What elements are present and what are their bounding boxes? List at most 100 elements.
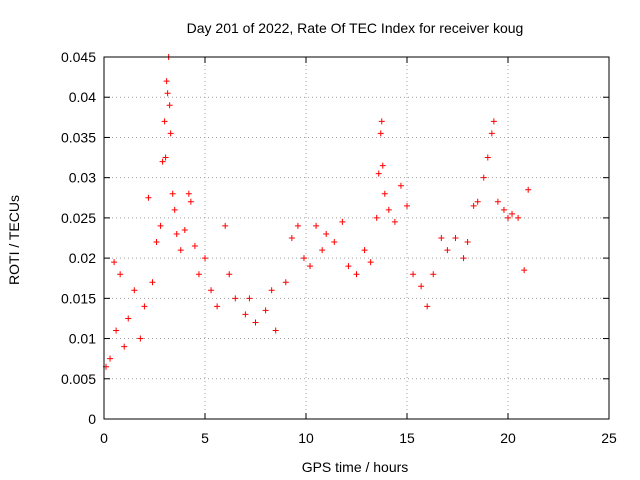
data-point bbox=[145, 194, 152, 201]
data-point bbox=[378, 118, 385, 125]
data-point bbox=[252, 319, 259, 326]
x-tick-label: 5 bbox=[201, 430, 209, 446]
data-point bbox=[268, 287, 275, 294]
data-point bbox=[404, 202, 410, 209]
data-point bbox=[208, 287, 215, 294]
data-point bbox=[484, 154, 491, 161]
data-point bbox=[157, 222, 164, 229]
data-point bbox=[195, 271, 202, 278]
data-point bbox=[288, 235, 295, 241]
data-point bbox=[385, 206, 392, 213]
data-point bbox=[262, 307, 269, 314]
y-tick-label: 0.035 bbox=[61, 129, 96, 145]
data-point bbox=[107, 355, 114, 362]
x-tick-label: 0 bbox=[100, 430, 108, 446]
x-tick-label: 10 bbox=[298, 430, 314, 446]
chart-title: Day 201 of 2022, Rate Of TEC Index for r… bbox=[187, 20, 524, 36]
data-point bbox=[424, 303, 431, 310]
data-point bbox=[161, 118, 168, 125]
data-point bbox=[294, 222, 301, 229]
data-point bbox=[377, 130, 384, 137]
data-point bbox=[452, 235, 459, 241]
data-point bbox=[494, 198, 501, 205]
data-point bbox=[515, 214, 522, 221]
y-tick-label: 0.04 bbox=[69, 89, 96, 105]
data-point bbox=[470, 202, 477, 209]
x-tick-label: 25 bbox=[601, 430, 617, 446]
data-point bbox=[169, 190, 176, 197]
axis-ticks bbox=[103, 56, 610, 420]
data-point bbox=[307, 263, 314, 270]
data-point bbox=[191, 243, 198, 250]
data-point bbox=[438, 235, 445, 241]
data-point bbox=[171, 206, 178, 213]
data-point bbox=[173, 230, 180, 237]
data-point bbox=[353, 271, 360, 278]
data-point bbox=[488, 130, 495, 137]
data-point bbox=[214, 303, 221, 310]
data-point bbox=[272, 327, 279, 334]
data-point bbox=[418, 283, 425, 290]
data-point bbox=[313, 222, 320, 229]
y-tick-label: 0.045 bbox=[61, 49, 96, 65]
data-point bbox=[361, 247, 368, 254]
data-point bbox=[444, 247, 451, 254]
data-point bbox=[202, 255, 208, 262]
y-tick-label: 0.005 bbox=[61, 371, 96, 387]
data-point bbox=[490, 118, 497, 125]
data-point bbox=[460, 255, 467, 262]
x-axis-label: GPS time / hours bbox=[302, 459, 409, 475]
y-tick-label: 0.025 bbox=[61, 210, 96, 226]
y-tick-label: 0.01 bbox=[69, 331, 96, 347]
data-point bbox=[500, 206, 507, 213]
data-point bbox=[397, 182, 404, 189]
data-point bbox=[166, 102, 173, 109]
data-point bbox=[391, 218, 398, 225]
data-point bbox=[339, 218, 346, 225]
data-point bbox=[367, 259, 374, 266]
data-points bbox=[103, 54, 532, 370]
data-point bbox=[464, 239, 471, 246]
tick-labels: 0 0.005 0.01 0.015 0.02 0.025 0.03 0.035 0.04 0.0… bbox=[61, 49, 617, 446]
data-point bbox=[345, 263, 352, 270]
y-tick-label: 0.02 bbox=[69, 250, 96, 266]
grid-lines bbox=[104, 57, 609, 419]
data-point bbox=[185, 190, 192, 197]
data-point bbox=[159, 158, 166, 165]
data-point bbox=[117, 271, 124, 278]
y-tick-label: 0.015 bbox=[61, 290, 96, 306]
data-point bbox=[149, 279, 156, 286]
data-point bbox=[410, 271, 417, 278]
data-point bbox=[379, 162, 386, 169]
data-point bbox=[246, 295, 253, 302]
plot-frame bbox=[103, 56, 610, 420]
x-tick-label: 15 bbox=[399, 430, 415, 446]
data-point bbox=[113, 327, 120, 334]
data-point bbox=[222, 222, 229, 229]
x-tick-label: 20 bbox=[500, 430, 516, 446]
data-point bbox=[282, 279, 289, 286]
data-point bbox=[137, 335, 144, 342]
data-point bbox=[163, 78, 170, 85]
data-point bbox=[509, 210, 516, 217]
data-point bbox=[121, 343, 128, 350]
data-point bbox=[164, 90, 171, 97]
data-point bbox=[177, 247, 184, 254]
data-point bbox=[480, 174, 487, 181]
data-point bbox=[153, 239, 160, 246]
data-point bbox=[331, 239, 338, 246]
data-point bbox=[430, 271, 437, 278]
y-tick-label: 0.03 bbox=[69, 170, 96, 186]
data-point bbox=[323, 230, 330, 237]
data-point bbox=[375, 170, 382, 177]
data-point bbox=[226, 271, 233, 278]
data-point bbox=[505, 214, 511, 221]
y-axis-label: ROTI / TECUs bbox=[6, 195, 22, 285]
data-point bbox=[167, 130, 174, 137]
data-point bbox=[232, 295, 239, 302]
data-point bbox=[319, 247, 326, 254]
data-point bbox=[187, 198, 194, 205]
data-point bbox=[381, 190, 388, 197]
data-point bbox=[474, 198, 481, 205]
